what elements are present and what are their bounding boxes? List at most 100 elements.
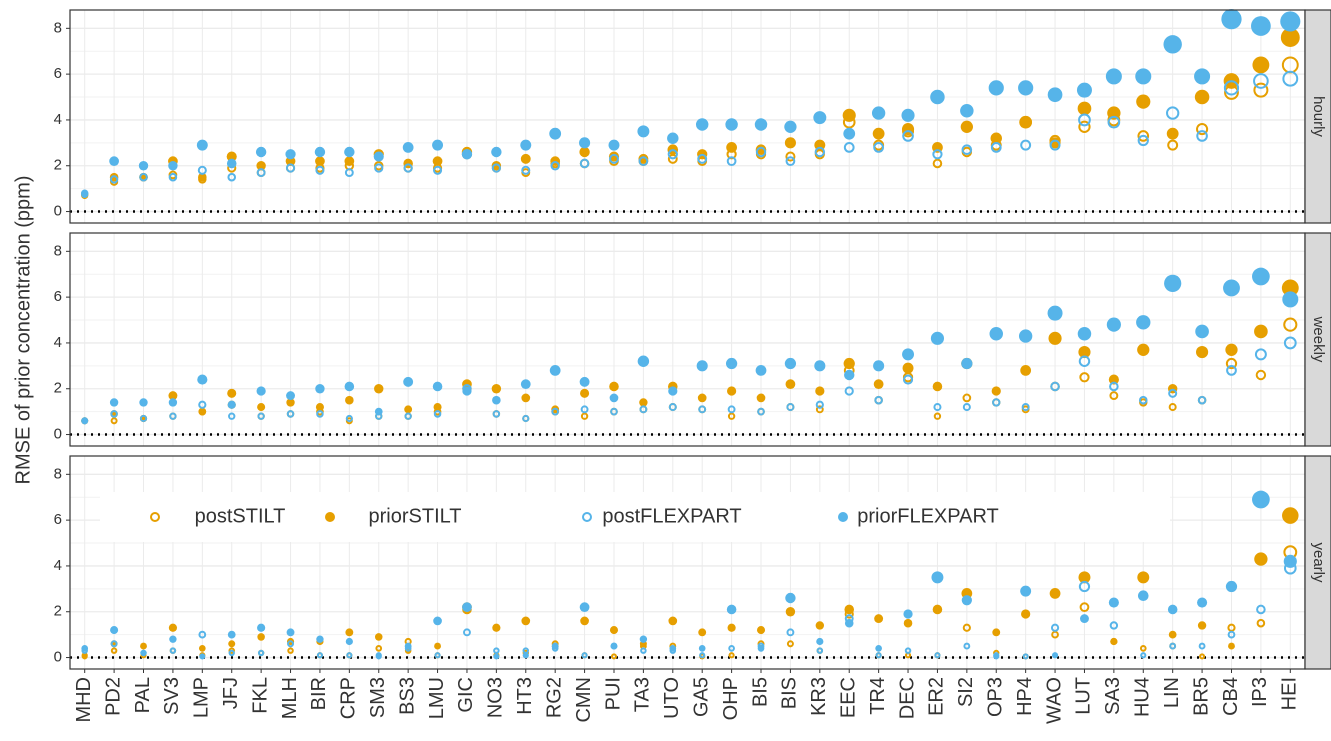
legend-label: priorSTILT [369,505,462,527]
dot [256,168,266,178]
panel-background [70,233,1305,446]
dot [492,395,501,405]
dot [1079,602,1090,613]
dot [346,652,353,659]
dot [667,132,679,144]
dot [1164,274,1182,292]
legend-label: postSTILT [195,505,286,527]
dot [1047,87,1063,103]
dot [1198,642,1206,650]
dot [963,642,971,650]
dot [1252,267,1270,286]
dot [549,365,561,376]
x-tick-label: EEC [838,677,860,718]
dot [522,652,529,659]
dot [1139,645,1147,652]
dot [785,592,796,604]
dot [404,642,412,650]
x-tick-label: HU4 [1132,677,1154,717]
dot [168,391,178,401]
dot [1225,580,1238,593]
x-tick-label: HT3 [514,677,536,715]
dot [697,153,708,164]
y-tick-label: 6 [54,511,62,528]
dot [344,156,355,167]
dot [1136,315,1151,330]
dot [786,640,794,648]
dot [933,403,942,412]
dot [491,161,502,171]
dot [1109,391,1119,401]
x-tick-label: JFJ [220,677,242,709]
dot [109,398,119,407]
dot [1077,101,1092,116]
dot [344,146,355,158]
dot [433,165,443,175]
dot [1223,80,1240,96]
legend-background [100,492,1170,542]
dot [1227,630,1236,639]
dot [402,142,414,153]
y-tick-label: 4 [54,557,62,574]
dot [81,189,89,197]
dot [226,151,237,162]
dot [757,407,765,416]
x-tick-label: PUI [602,677,624,710]
dot [227,172,237,182]
x-tick-label: UTO [661,677,683,719]
dot [433,410,442,418]
dot [1080,614,1089,624]
dot [815,405,824,414]
dot [668,403,677,412]
dot [1282,507,1299,524]
dot [520,139,532,151]
dot [345,628,354,637]
dot [872,127,885,140]
dot [816,647,824,654]
dot [463,628,471,637]
dot [932,149,943,160]
dot [1078,113,1091,127]
dot [197,165,207,175]
dot [286,410,295,418]
y-tick-label: 4 [54,111,62,128]
dot [668,386,678,396]
dot [168,623,178,632]
dot [931,571,944,584]
dot [992,628,1001,637]
dot [461,149,473,160]
dot [638,153,649,164]
dot [1254,324,1268,339]
dot [110,640,118,648]
dot [549,127,562,140]
dot [1136,94,1151,109]
dot [110,626,119,635]
dot [169,635,177,643]
strip [1304,455,1331,670]
dot [697,393,707,403]
dot [462,386,472,396]
dot [316,635,324,643]
dot [316,410,324,418]
dot [286,628,295,637]
dot [1166,106,1180,120]
dot [784,120,797,133]
x-tick-label: OP3 [985,677,1007,717]
dot [930,331,945,345]
x-tick-label: SI2 [955,677,977,707]
x-tick-label: LIN [1161,677,1183,708]
dot [1110,637,1118,646]
dot [1021,609,1031,619]
dot [902,374,914,385]
dot [550,161,560,171]
dot [961,357,973,370]
dot [375,653,382,660]
dot [992,398,1001,407]
dot [728,645,735,652]
dot [1256,604,1266,615]
x-tick-label: IP3 [1249,677,1271,707]
dot [579,602,590,613]
dot [903,609,913,619]
strip-label: yearly [1310,542,1327,583]
dot [757,645,765,652]
